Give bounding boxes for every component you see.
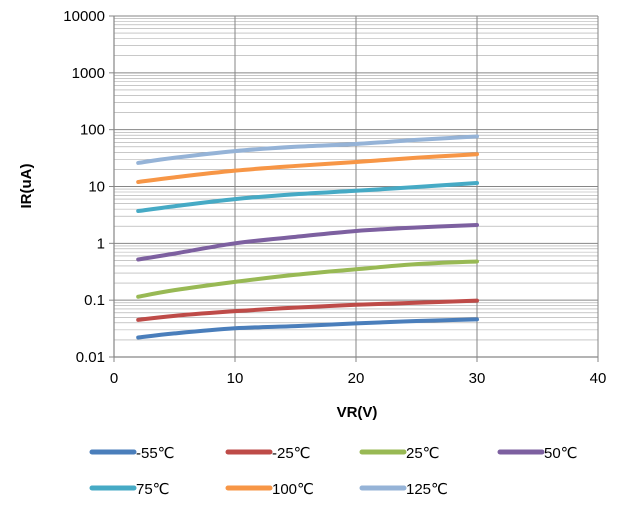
legend-label-7: 125℃ <box>406 481 448 498</box>
grid-layer <box>113 15 599 358</box>
legend-label-3: 25℃ <box>406 445 440 462</box>
series-line-5 <box>136 181 479 214</box>
y-tick-label: 10000 <box>63 8 105 25</box>
series-layer <box>136 134 479 340</box>
y-tick-label: 0.01 <box>76 349 105 366</box>
y-tick-label: 100 <box>80 122 105 139</box>
series-line-1 <box>136 317 479 340</box>
legend-label-4: 50℃ <box>544 445 578 462</box>
axis-layer <box>109 15 599 362</box>
y-tick-label: 0.1 <box>84 292 105 309</box>
y-tick-label: 1 <box>97 235 105 252</box>
legend-label-6: 100℃ <box>272 481 314 498</box>
series-line-7 <box>136 134 479 165</box>
series-line-6 <box>136 152 479 184</box>
series-line-3 <box>136 259 479 299</box>
x-tick-label: 40 <box>590 370 607 387</box>
legend: -55℃ -25℃ 25℃ 50℃ 75℃ 100℃ 125℃ <box>89 445 578 498</box>
x-tick-label: 20 <box>348 370 365 387</box>
series-line-2 <box>136 298 479 322</box>
x-tick-label: 0 <box>110 370 118 387</box>
legend-label-1: -55℃ <box>136 445 175 462</box>
legend-label-2: -25℃ <box>272 445 311 462</box>
y-tick-label: 1000 <box>72 65 105 82</box>
series-line-4 <box>136 223 479 262</box>
tick-labels: 0.01 0.1 1 10 100 1000 10000 0 10 20 30 40 <box>63 8 606 387</box>
x-tick-label: 30 <box>469 370 486 387</box>
y-tick-label: 10 <box>88 179 105 196</box>
x-tick-label: 10 <box>227 370 244 387</box>
x-axis-title: VR(V) <box>337 404 378 421</box>
legend-label-5: 75℃ <box>136 481 170 498</box>
y-axis-title: IR(uA) <box>18 164 35 209</box>
